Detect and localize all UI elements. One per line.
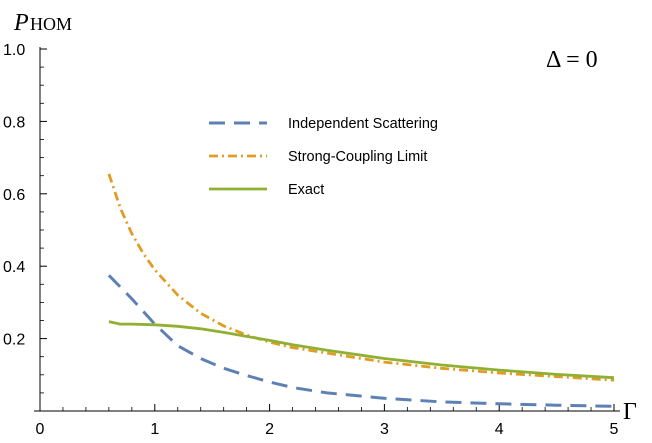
legend: Independent Scattering Strong-Coupling Li… [209, 116, 438, 198]
delta-annotation: Δ = 0 [546, 47, 598, 73]
legend-label-independent-scattering: Independent Scattering [288, 116, 438, 132]
y-tick-label: 0.6 [3, 187, 25, 204]
legend-label-strong-coupling-limit: Strong-Coupling Limit [288, 149, 427, 165]
x-tick-label: 5 [610, 421, 619, 438]
series-line-independent-scattering [107, 274, 615, 408]
series-line-strong-coupling-limit [107, 173, 615, 382]
x-tick-label: 3 [380, 421, 389, 438]
series-line-exact [108, 320, 615, 380]
y-axis-label-subscript: HOM [30, 14, 72, 34]
x-tick-label: 0 [36, 421, 45, 438]
x-tick-label: 2 [265, 421, 274, 438]
series-group [107, 173, 615, 408]
y-tick-label: 1.0 [3, 42, 25, 59]
legend-label-exact: Exact [288, 182, 324, 198]
y-tick-label: 0.8 [3, 114, 25, 131]
x-tick-label: 4 [495, 421, 504, 438]
axes: 0 1 2 3 4 5 0.2 0.4 0.6 0.8 1.0 [3, 42, 620, 438]
y-tick-label: 0.4 [3, 259, 25, 276]
x-tick-label: 1 [150, 421, 159, 438]
x-axis-label: Γ [623, 399, 637, 425]
y-axis-label: P [13, 10, 29, 36]
y-tick-label: 0.2 [3, 332, 25, 349]
